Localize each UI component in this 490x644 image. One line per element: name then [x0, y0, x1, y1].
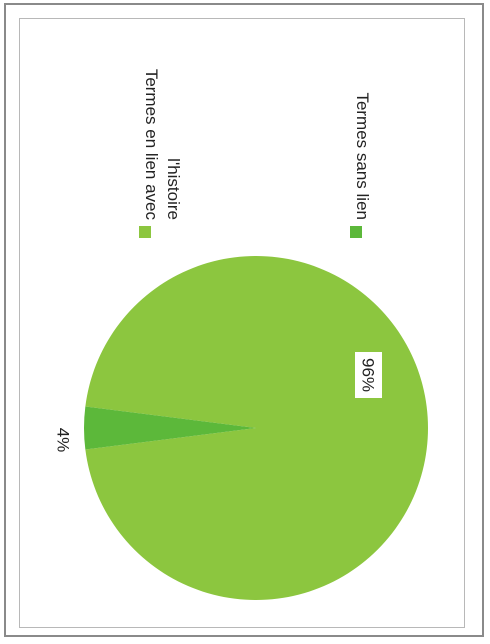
legend-entry-termes-sans-lien: Termes sans lien — [350, 92, 372, 238]
legend-label-line: Termes en lien avec — [142, 69, 161, 221]
legend: Termes en lien avec l'histoire Termes sans… — [139, 69, 372, 238]
pie-slice-termes-en-lien — [85, 256, 428, 600]
legend-entry-termes-en-lien: Termes en lien avec l'histoire — [139, 69, 183, 238]
legend-label: Termes sans lien — [353, 92, 372, 220]
data-label-box — [355, 352, 382, 398]
legend-label-line: Termes sans lien — [353, 92, 372, 220]
data-label-termes-sans-lien: 4% — [54, 428, 73, 453]
legend-label: Termes en lien avec l'histoire — [142, 69, 183, 221]
pie-group — [83, 256, 428, 600]
legend-swatch — [139, 226, 151, 238]
labels-group: 96% 4% — [54, 352, 382, 453]
legend-label-line: l'histoire — [164, 158, 183, 220]
pie-slice-termes-sans-lien — [83, 406, 256, 450]
data-label-termes-en-lien: 96% — [355, 352, 382, 398]
legend-swatch — [350, 226, 362, 238]
data-label-text: 96% — [359, 358, 378, 392]
